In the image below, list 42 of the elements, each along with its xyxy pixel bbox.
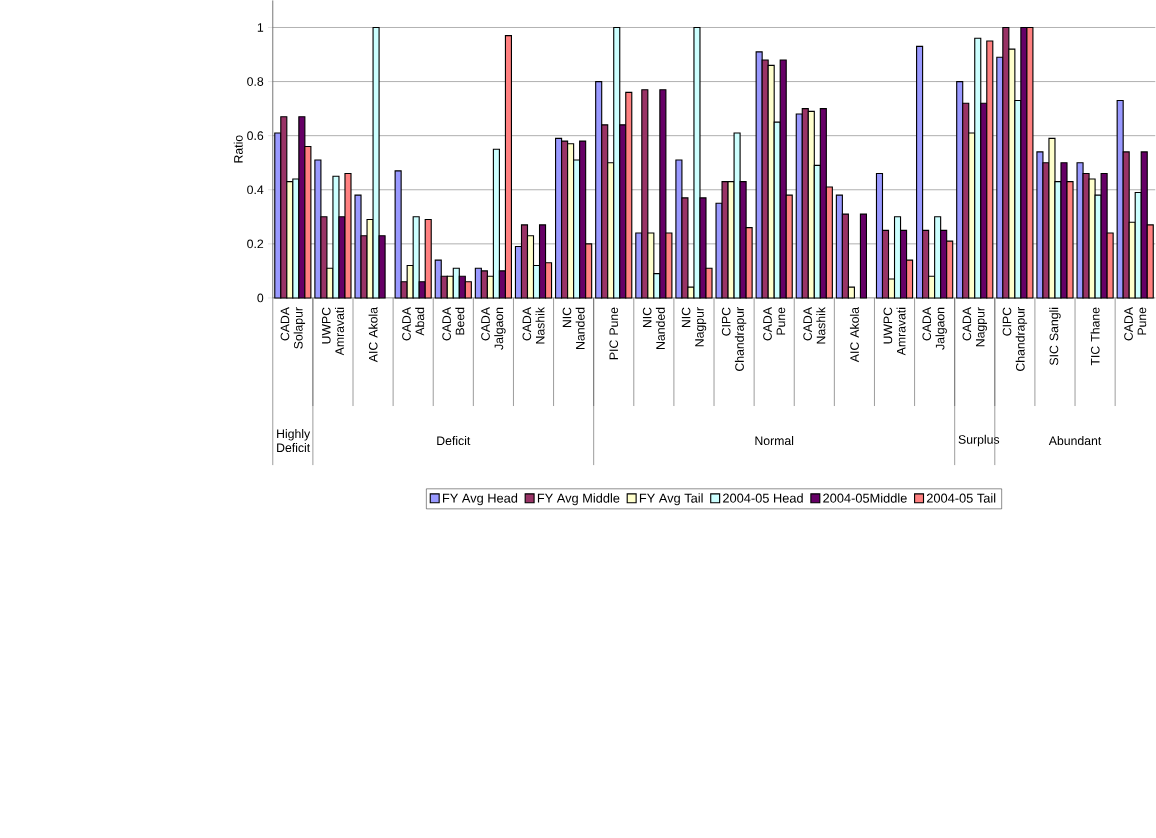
x-tick-label: AIC Akola	[368, 307, 378, 363]
text: Deficit	[437, 436, 471, 446]
y-tick-label: 0.8	[247, 77, 264, 87]
x-tick-label: NIC Nagpur	[681, 307, 707, 347]
y-axis-title: Ratio	[233, 135, 243, 163]
bar	[354, 194, 362, 299]
y-tick-label: 0.6	[247, 131, 264, 141]
x-tick-label: CADA Solapur	[280, 307, 306, 349]
text: Highly Deficit	[277, 429, 311, 453]
text: Normal	[755, 436, 794, 446]
x-tick-label: CADA Nashik	[522, 307, 545, 344]
x-tick-label: NIC Nanded	[562, 307, 585, 350]
legend-label: 2004-05 Head	[723, 493, 803, 503]
legend-label: 2004-05 Tail	[926, 493, 996, 503]
bar	[859, 213, 868, 299]
x-tick-label: SIC Sangli	[1049, 308, 1061, 366]
legend-label: FY Avg Middle	[537, 493, 620, 506]
y-tick-label: 0.2	[247, 239, 264, 249]
x-tick-label: CADA Nashik	[803, 307, 826, 344]
x-tick-label: CADA Jalgaon	[481, 307, 506, 350]
x-tick-label: PIC Pune	[609, 307, 619, 360]
y-tick-label: 1	[257, 23, 264, 32]
x-tick-label: CADA Nagpur	[962, 307, 987, 347]
text: Surplus	[958, 435, 1000, 447]
x-tick-label: AIC Akola	[849, 307, 859, 363]
x-tick-label: CADA Beed	[442, 307, 465, 341]
x-tick-label: CADA Jalgaon	[922, 307, 947, 350]
text: Abundant	[1048, 436, 1102, 446]
y-tick-label: 0.4	[247, 185, 264, 195]
x-tick-label: CIPC Chandrapur	[1002, 307, 1028, 372]
legend-label: FY Avg Head	[443, 493, 518, 506]
x-tick-label: CADA Pune	[1124, 307, 1147, 341]
legend-label: FY Avg Tail	[639, 493, 703, 506]
legend-label: 2004-05Middle	[823, 493, 907, 503]
x-tick-label: CADA Pune	[763, 307, 786, 341]
x-tick-label: CADA Abad	[402, 307, 425, 341]
x-tick-label: NIC Nanded	[642, 307, 665, 350]
x-tick-label: UWPC Amravati	[321, 307, 344, 356]
x-tick-label: UWPC Amravati	[883, 307, 906, 356]
x-tick-label: CIPC Chandrapur	[721, 307, 747, 372]
y-tick-label: 0	[257, 293, 264, 303]
x-tick-label: TIC Thane	[1090, 307, 1100, 366]
